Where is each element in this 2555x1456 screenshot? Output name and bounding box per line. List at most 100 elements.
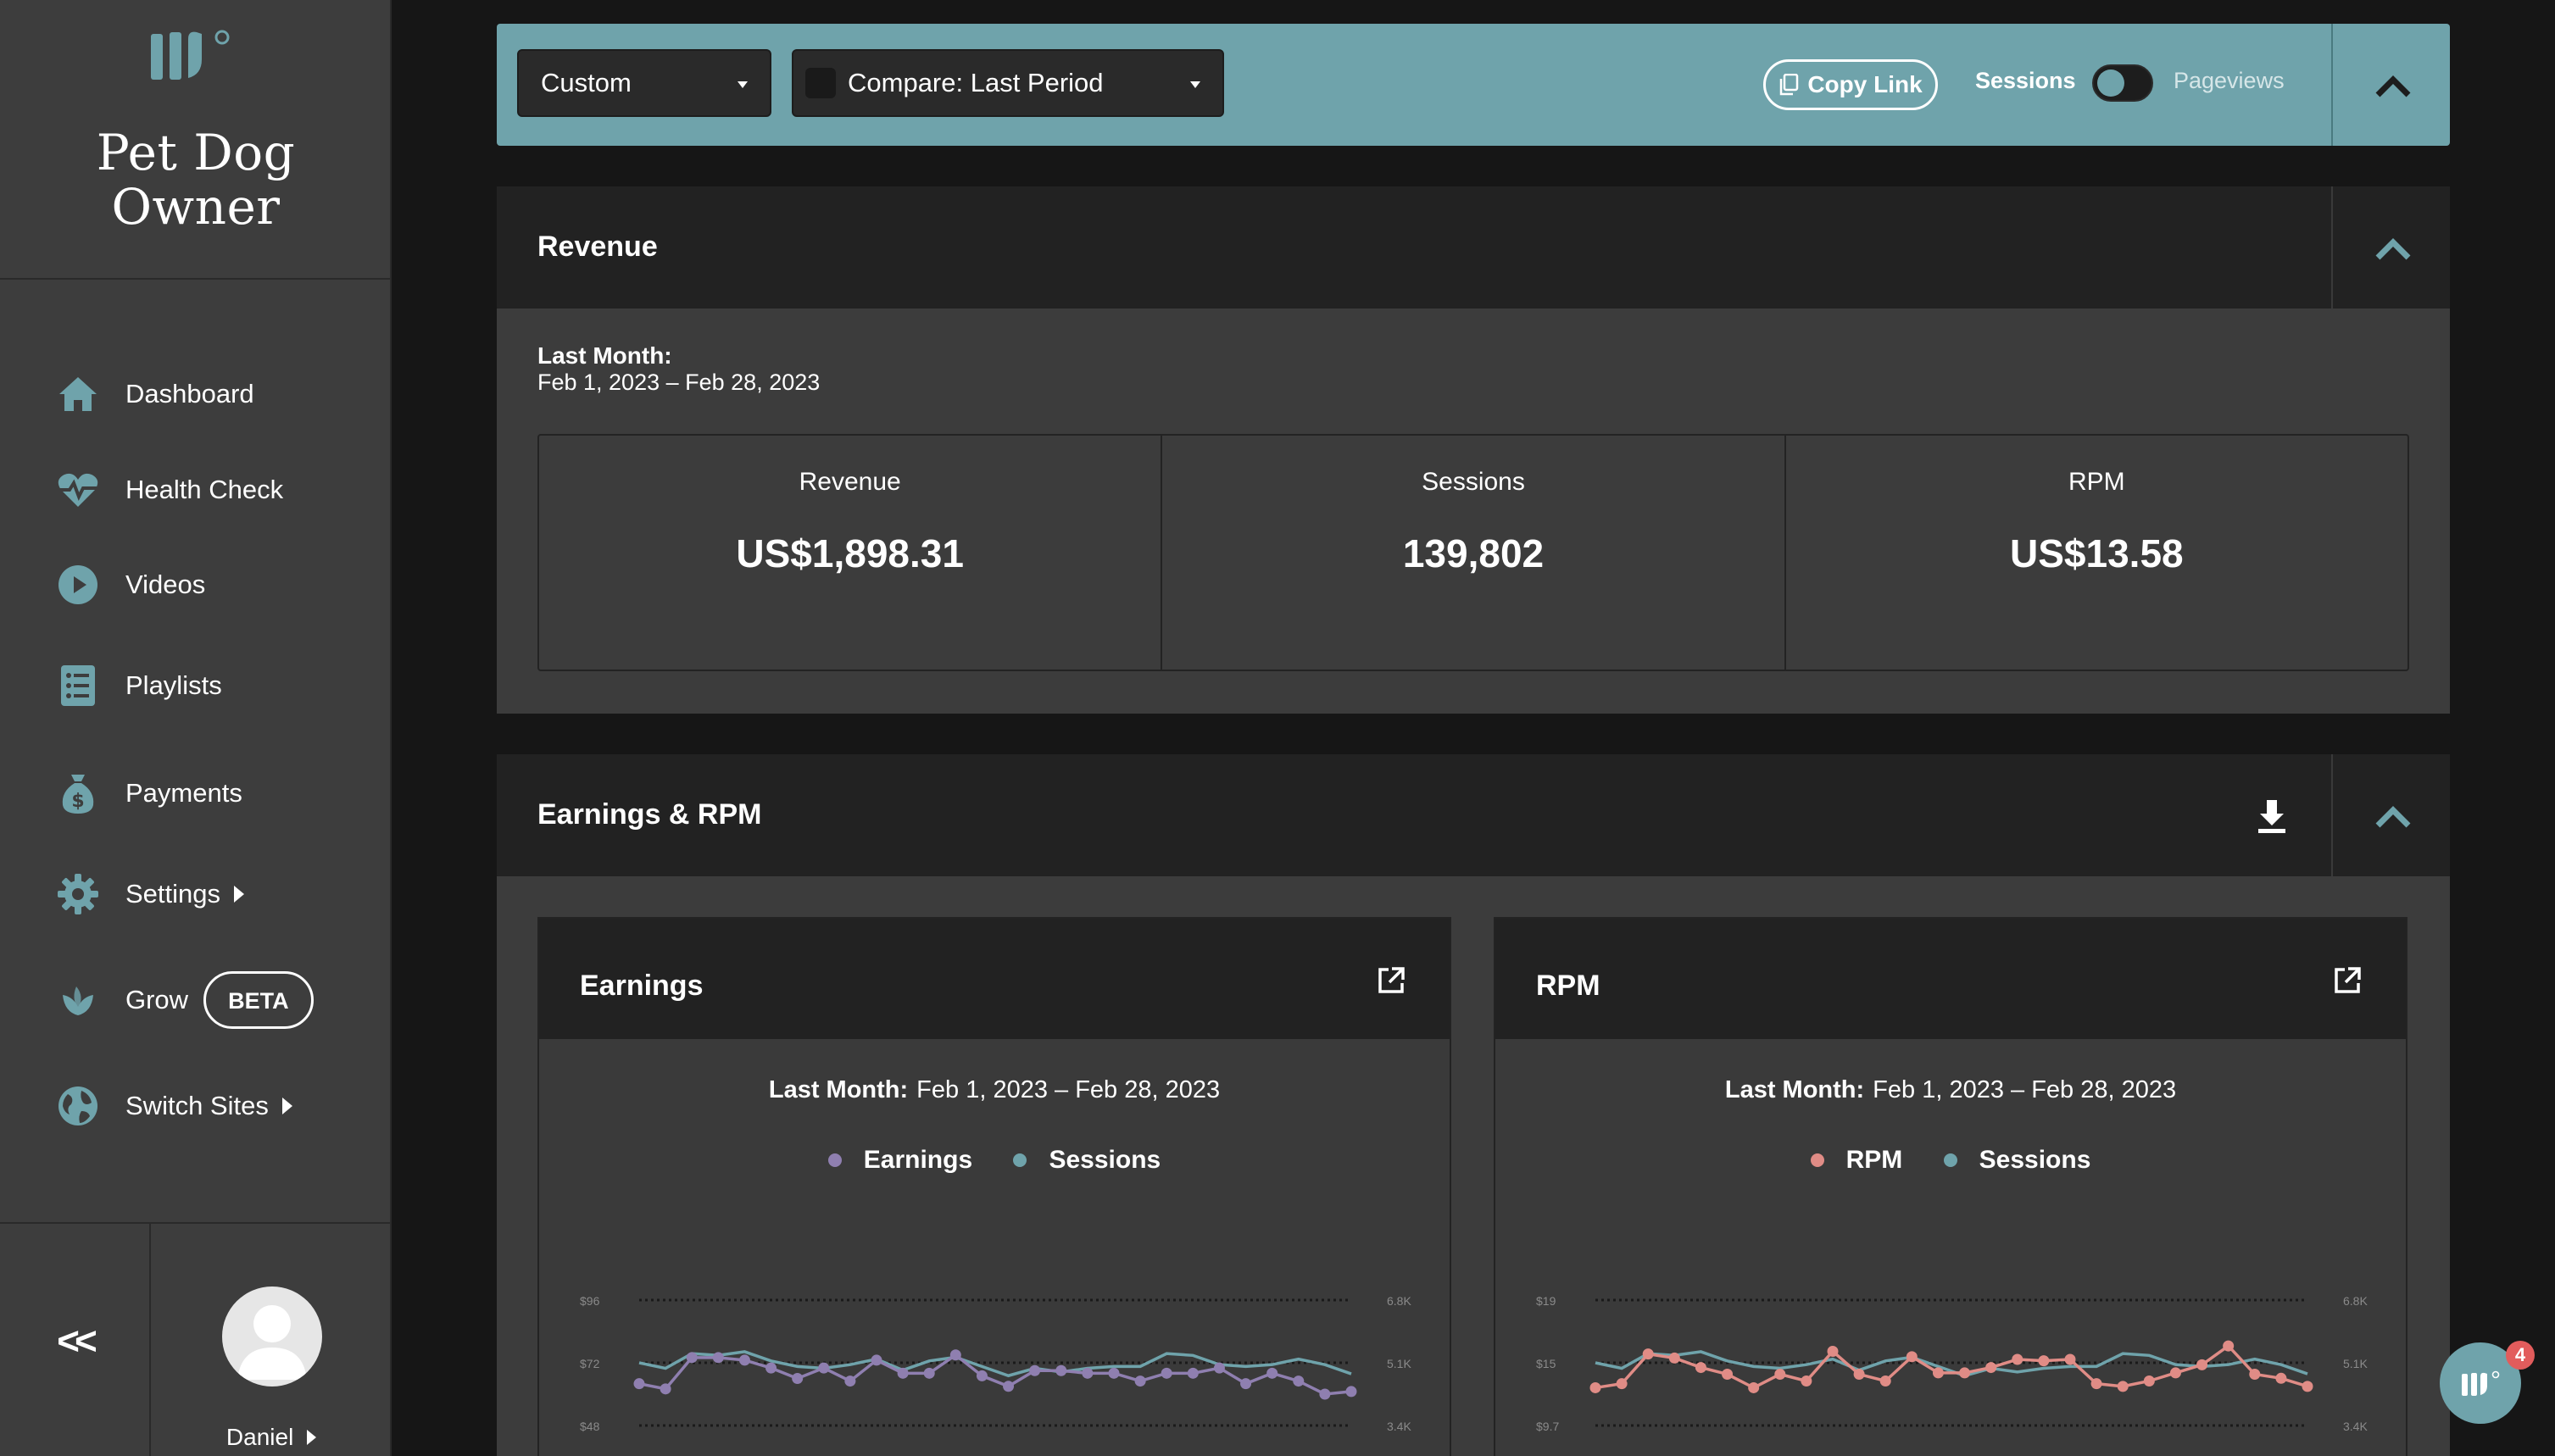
- data-point[interactable]: [1932, 1367, 1944, 1379]
- data-point[interactable]: [1161, 1367, 1172, 1379]
- data-point[interactable]: [949, 1349, 961, 1361]
- data-point[interactable]: [2117, 1381, 2129, 1392]
- legend-item-earnings[interactable]: Earnings: [827, 1146, 972, 1175]
- data-point[interactable]: [2196, 1359, 2208, 1370]
- chart-period-label: Last Month:: [768, 1076, 909, 1103]
- date-range-select[interactable]: Custom: [517, 49, 771, 117]
- data-point[interactable]: [712, 1352, 724, 1364]
- data-point[interactable]: [2275, 1372, 2287, 1384]
- data-point[interactable]: [1345, 1386, 1357, 1398]
- metric-grid: Revenue US$1,898.31 Sessions 139,802 RPM…: [537, 434, 2409, 671]
- data-point[interactable]: [765, 1362, 777, 1374]
- data-point[interactable]: [2064, 1353, 2076, 1365]
- data-point[interactable]: [897, 1367, 909, 1379]
- data-point[interactable]: [633, 1378, 645, 1390]
- data-point[interactable]: [1213, 1362, 1225, 1374]
- sidebar-item-playlists[interactable]: Playlists: [56, 656, 222, 715]
- legend-dot: [827, 1153, 842, 1167]
- data-point[interactable]: [1668, 1352, 1680, 1364]
- collapse-earnings-chevron-up-icon[interactable]: [2374, 803, 2413, 829]
- sidebar-item-dashboard[interactable]: Dashboard: [56, 364, 254, 424]
- compare-select[interactable]: Compare: Last Period: [792, 49, 1224, 117]
- data-point[interactable]: [818, 1362, 830, 1374]
- collapse-revenue-chevron-up-icon[interactable]: [2374, 236, 2413, 261]
- sessions-pageviews-toggle[interactable]: [2092, 64, 2153, 102]
- data-point[interactable]: [2090, 1378, 2102, 1390]
- sidebar-item-label: Dashboard: [125, 379, 254, 408]
- data-point[interactable]: [792, 1373, 804, 1384]
- legend-item-rpm[interactable]: RPM: [1810, 1146, 1902, 1175]
- data-point[interactable]: [1055, 1364, 1067, 1376]
- data-point[interactable]: [976, 1370, 988, 1381]
- caret-right-icon: [281, 1098, 292, 1114]
- data-point[interactable]: [686, 1352, 698, 1364]
- sidebar-item-payments[interactable]: $ Payments: [56, 764, 242, 823]
- user-silhouette-icon: [237, 1305, 307, 1380]
- data-point[interactable]: [2302, 1381, 2313, 1392]
- data-point[interactable]: [1642, 1348, 1654, 1360]
- data-point[interactable]: [1959, 1367, 1971, 1379]
- data-point[interactable]: [660, 1383, 671, 1395]
- collapse-sidebar-button[interactable]: <<: [0, 1224, 151, 1456]
- data-point[interactable]: [1029, 1364, 1041, 1376]
- copy-icon: [1780, 74, 1799, 96]
- data-point[interactable]: [1801, 1375, 1812, 1387]
- data-point[interactable]: [1266, 1367, 1278, 1379]
- sidebar-item-health-check[interactable]: Health Check: [56, 460, 283, 520]
- data-point[interactable]: [1695, 1362, 1706, 1374]
- data-point[interactable]: [738, 1354, 750, 1366]
- sidebar-item-grow[interactable]: Grow BETA: [56, 970, 314, 1030]
- leaf-icon: [56, 978, 100, 1022]
- y-right-tick-label: 5.1K: [1387, 1357, 1411, 1370]
- data-point[interactable]: [2169, 1367, 2181, 1379]
- data-point[interactable]: [1906, 1351, 1918, 1363]
- y-left-tick-label: $15: [1536, 1357, 1556, 1370]
- data-point[interactable]: [2038, 1355, 2050, 1367]
- data-point[interactable]: [1722, 1369, 1734, 1381]
- data-point[interactable]: [2249, 1369, 2261, 1381]
- data-point[interactable]: [1134, 1375, 1146, 1387]
- data-point[interactable]: [1240, 1378, 1252, 1390]
- copy-link-button[interactable]: Copy Link: [1763, 59, 1938, 110]
- data-point[interactable]: [1003, 1381, 1015, 1392]
- chart-period-range: Feb 1, 2023 – Feb 28, 2023: [1873, 1076, 2177, 1103]
- data-point[interactable]: [1774, 1369, 1786, 1381]
- data-point[interactable]: [2143, 1375, 2155, 1387]
- data-point[interactable]: [1589, 1381, 1601, 1393]
- avatar[interactable]: [222, 1287, 322, 1387]
- divider: [2331, 754, 2333, 876]
- data-point[interactable]: [1082, 1367, 1094, 1379]
- data-point[interactable]: [1616, 1378, 1628, 1390]
- data-point[interactable]: [844, 1375, 856, 1387]
- data-point[interactable]: [1187, 1367, 1199, 1379]
- data-point[interactable]: [1748, 1381, 1760, 1393]
- data-point[interactable]: [2223, 1340, 2235, 1352]
- sidebar-item-videos[interactable]: Videos: [56, 555, 205, 614]
- notification-badge: 4: [2506, 1341, 2535, 1370]
- data-point[interactable]: [871, 1354, 882, 1366]
- data-point[interactable]: [1319, 1388, 1331, 1400]
- download-icon[interactable]: [2255, 798, 2289, 834]
- y-left-tick-label: $19: [1536, 1294, 1556, 1308]
- user-menu[interactable]: Daniel: [151, 1424, 392, 1451]
- chart-period-label: Last Month:: [1724, 1076, 1865, 1103]
- data-point[interactable]: [1108, 1367, 1120, 1379]
- data-point[interactable]: [1293, 1375, 1305, 1387]
- legend-item-sessions[interactable]: Sessions: [1013, 1146, 1161, 1175]
- series-line-sessions: [1595, 1350, 2308, 1378]
- open-external-icon[interactable]: [2333, 966, 2362, 995]
- collapse-toolbar-chevron-up-icon[interactable]: [2374, 73, 2413, 98]
- open-external-icon[interactable]: [1377, 966, 1406, 995]
- home-icon: [56, 372, 100, 416]
- data-point[interactable]: [1827, 1345, 1839, 1357]
- legend-item-sessions[interactable]: Sessions: [1943, 1146, 2090, 1175]
- sidebar-item-switch-sites[interactable]: Switch Sites: [56, 1076, 292, 1136]
- data-point[interactable]: [1985, 1362, 1997, 1374]
- data-point[interactable]: [1853, 1369, 1865, 1381]
- compare-checkbox[interactable]: [805, 68, 836, 98]
- data-point[interactable]: [2012, 1353, 2023, 1365]
- data-point[interactable]: [1879, 1375, 1891, 1387]
- heartbeat-icon: [56, 468, 100, 512]
- sidebar-item-settings[interactable]: Settings: [56, 864, 245, 924]
- data-point[interactable]: [923, 1367, 935, 1379]
